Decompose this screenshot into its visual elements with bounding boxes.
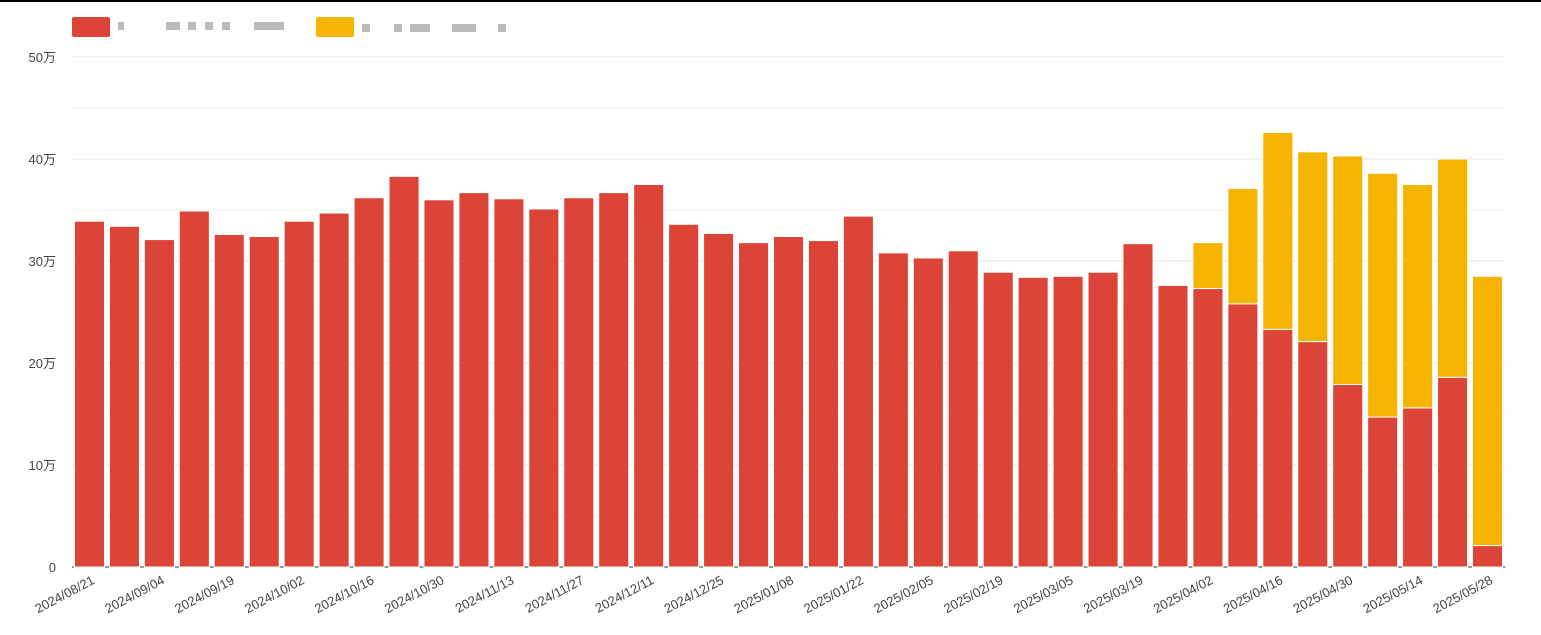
bar-segment xyxy=(807,240,839,568)
bar-segment xyxy=(1367,172,1399,418)
x-tick-label: 2025/04/02 xyxy=(1151,572,1216,616)
bar-segment xyxy=(248,236,280,568)
y-tick-label: 30万 xyxy=(29,254,56,269)
x-tick-label: 2025/01/08 xyxy=(731,572,796,616)
bar-segment xyxy=(213,233,245,568)
bar-segment xyxy=(143,239,175,568)
bar-segment xyxy=(283,220,315,568)
bar-segment xyxy=(633,184,665,568)
bar-segment xyxy=(842,215,874,568)
bar-segment xyxy=(1052,275,1084,568)
bar-segment xyxy=(178,210,210,568)
y-tick-label: 0 xyxy=(49,560,56,575)
bar-segment xyxy=(1122,243,1154,568)
x-tick-label: 2025/04/30 xyxy=(1291,572,1356,616)
bar-segment xyxy=(1192,288,1224,568)
legend-blur xyxy=(118,22,506,32)
bar-segment xyxy=(1192,242,1224,290)
x-tick-label: 2024/11/13 xyxy=(453,572,517,615)
bar-segment xyxy=(598,192,630,568)
bar-segment xyxy=(912,257,944,568)
bar-segment xyxy=(493,198,525,568)
x-tick-label: 2025/03/19 xyxy=(1081,572,1146,616)
bar-segment xyxy=(1402,184,1434,409)
bar-segment xyxy=(1437,376,1469,568)
bar-segment xyxy=(563,197,595,568)
bar-segment xyxy=(1227,303,1259,568)
bar-segment xyxy=(458,192,490,568)
y-tick-label: 50万 xyxy=(29,50,56,65)
bar-segment xyxy=(1262,328,1294,568)
bar-segment xyxy=(982,271,1014,568)
bar-segment xyxy=(1471,545,1504,568)
bar-segment xyxy=(877,252,909,568)
x-tick-label: 2025/05/28 xyxy=(1430,572,1495,616)
x-tick-label: 2025/04/16 xyxy=(1221,572,1286,616)
bar-segment xyxy=(1262,131,1294,330)
legend-swatch xyxy=(72,17,110,37)
bar-segment xyxy=(668,223,700,568)
x-tick-label: 2024/09/04 xyxy=(102,572,167,616)
y-tick-label: 20万 xyxy=(29,356,56,371)
x-tick-label: 2024/10/16 xyxy=(312,572,377,616)
x-tick-label: 2025/05/14 xyxy=(1361,572,1426,616)
bar-segment xyxy=(528,208,560,568)
x-tick-label: 2024/10/02 xyxy=(242,572,307,616)
x-tick-label: 2024/08/21 xyxy=(32,572,97,616)
x-tick-label: 2025/02/19 xyxy=(941,572,1006,616)
x-tick-label: 2024/09/19 xyxy=(172,572,237,616)
x-tick-label: 2025/03/05 xyxy=(1011,572,1076,616)
bar-segment xyxy=(1087,271,1119,568)
legend-swatch xyxy=(316,17,354,37)
bar-segment xyxy=(423,199,455,568)
bar-segment xyxy=(1297,151,1329,343)
bar-segment xyxy=(1402,407,1434,568)
bar-segment xyxy=(1227,188,1259,305)
x-tick-label: 2024/10/30 xyxy=(382,572,447,616)
x-tick-label: 2025/01/22 xyxy=(801,572,866,616)
x-tick-label: 2024/12/25 xyxy=(662,572,727,616)
x-tick-label: 2024/12/11 xyxy=(592,572,656,615)
y-tick-label: 10万 xyxy=(29,458,56,473)
bar-segment xyxy=(353,197,385,568)
bar-segment xyxy=(108,225,140,568)
bar-segment xyxy=(1297,341,1329,568)
bar-segment xyxy=(1332,155,1364,385)
bar-segment xyxy=(703,232,735,568)
y-tick-label: 40万 xyxy=(29,152,56,167)
bar-segment xyxy=(318,212,350,568)
bar-segment xyxy=(1437,158,1469,378)
bar-segment xyxy=(1471,275,1504,547)
bar-segment xyxy=(1157,284,1189,568)
x-tick-label: 2024/11/27 xyxy=(523,572,587,615)
bar-segment xyxy=(388,175,420,568)
bar-segment xyxy=(1017,276,1049,568)
bar-segment xyxy=(73,220,106,568)
bar-segment xyxy=(738,242,770,568)
bar-segment xyxy=(1332,383,1364,568)
bar-segment xyxy=(947,250,979,568)
bar-segment xyxy=(1367,416,1399,568)
bar-segment xyxy=(772,236,805,568)
x-tick-label: 2025/02/05 xyxy=(871,572,936,616)
